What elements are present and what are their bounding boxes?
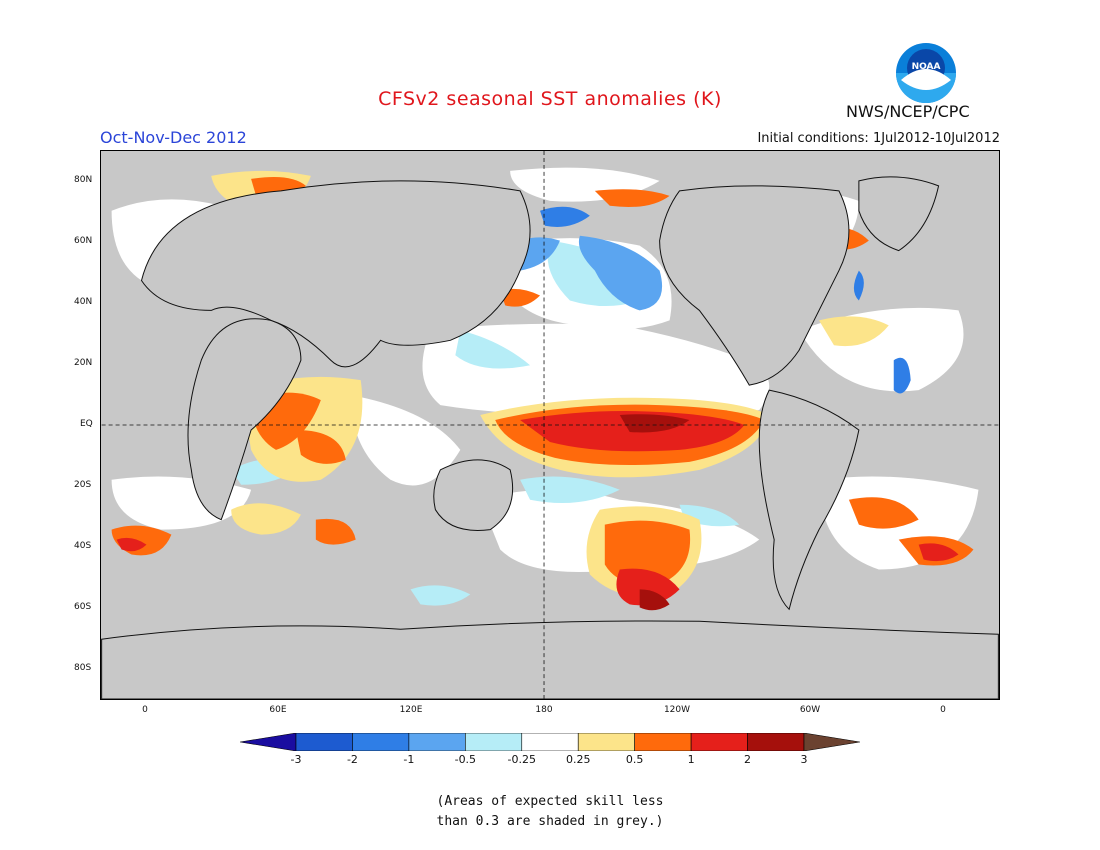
season-label: Oct-Nov-Dec 2012 (100, 128, 247, 147)
lon-label-60w: 60W (799, 705, 821, 715)
lon-label-120e: 120E (399, 705, 423, 715)
lat-label-80n: 80N (74, 175, 93, 185)
legend-tick-label: 1 (687, 753, 695, 766)
legend-swatch-3 (408, 733, 466, 751)
legend-swatch-1 (295, 733, 353, 751)
skill-footnote: (Areas of expected skill less than 0.3 a… (0, 792, 1100, 832)
legend-tick-label: -0.5 (454, 753, 477, 766)
legend-swatch-2 (352, 733, 410, 751)
legend-swatch-10 (803, 733, 860, 751)
logo-text: NOAA (912, 62, 941, 72)
legend-tick-label: 0.5 (625, 753, 644, 766)
sst-anomaly-map (100, 150, 1000, 700)
color-legend-bar (240, 733, 860, 751)
initial-conditions-label: Initial conditions: 1Jul2012-10Jul2012 (757, 131, 1000, 146)
legend-tick-label: 2 (744, 753, 752, 766)
organization-label: NWS/NCEP/CPC (846, 102, 970, 121)
chart-title: CFSv2 seasonal SST anomalies (K) (378, 88, 722, 110)
lat-label-40s: 40S (74, 541, 92, 551)
lat-label-20n: 20N (74, 358, 93, 368)
legend-swatch-4 (465, 733, 523, 751)
lat-label-40n: 40N (74, 297, 93, 307)
lat-label-20s: 20S (74, 480, 92, 490)
legend-swatch-9 (747, 733, 805, 751)
legend-swatch-6 (577, 733, 635, 751)
legend-swatch-8 (690, 733, 748, 751)
lon-label-0-east: 0 (940, 705, 946, 715)
legend-tick-label: -3 (290, 753, 302, 766)
legend-tick-label: -0.25 (507, 753, 536, 766)
legend-tick-label: 3 (800, 753, 808, 766)
legend-swatch-5 (521, 733, 579, 751)
noaa-logo: NOAA (896, 43, 956, 103)
lon-label-120w: 120W (663, 705, 691, 715)
lat-label-eq: EQ (80, 419, 93, 429)
lat-label-60s: 60S (74, 602, 92, 612)
legend-swatch-0 (240, 733, 297, 751)
lon-label-60e: 60E (269, 705, 287, 715)
footnote-line-1: (Areas of expected skill less (436, 794, 664, 809)
lat-label-60n: 60N (74, 236, 93, 246)
lat-label-80s: 80S (74, 663, 92, 673)
lon-label-0-west: 0 (142, 705, 148, 715)
lon-label-180: 180 (535, 705, 553, 715)
legend-swatch-7 (634, 733, 692, 751)
footnote-line-2: than 0.3 are shaded in grey.) (436, 814, 664, 829)
legend-tick-label: -2 (346, 753, 358, 766)
legend-tick-label: -1 (403, 753, 415, 766)
legend-tick-label: 0.25 (565, 753, 591, 766)
